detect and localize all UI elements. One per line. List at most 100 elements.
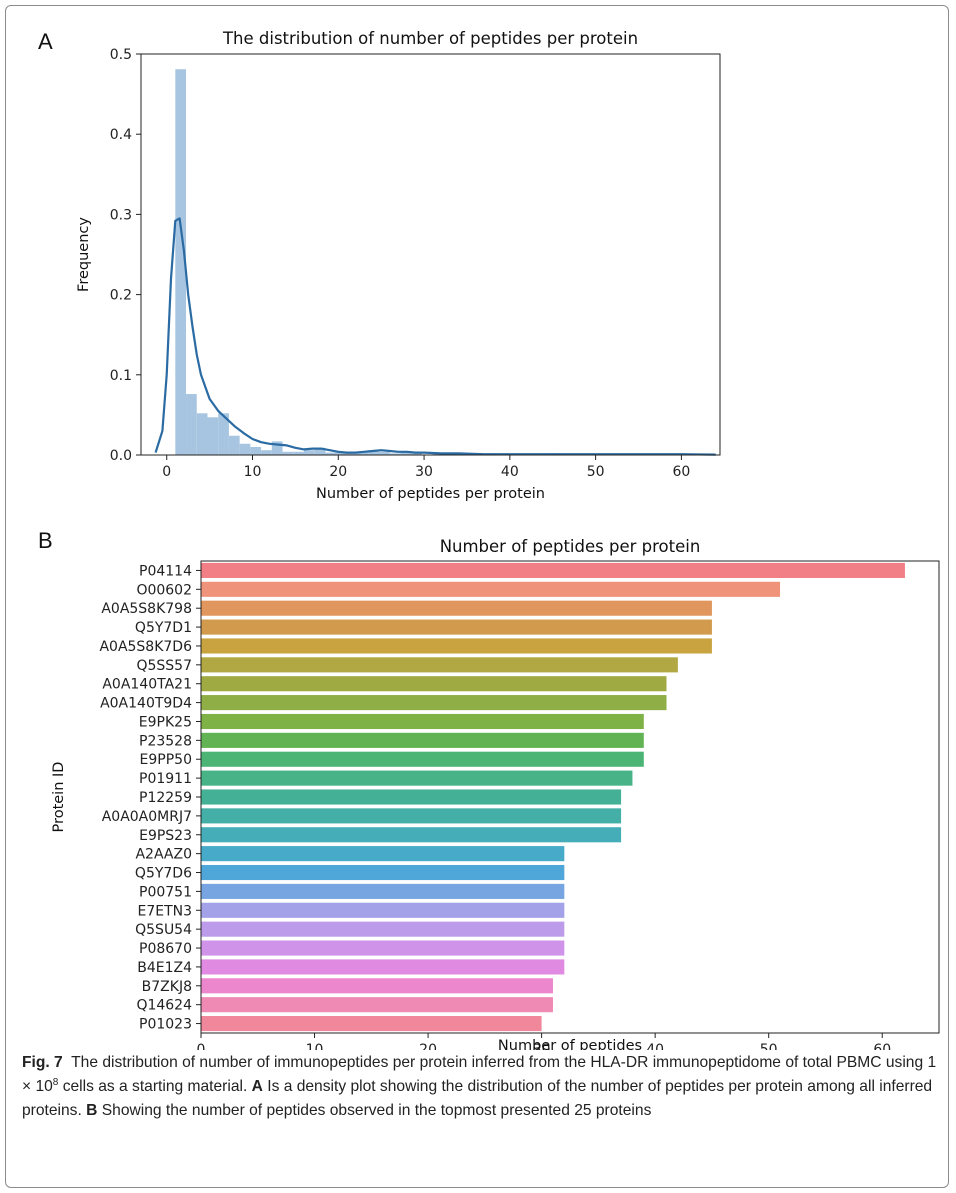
histogram-bar-13 <box>314 447 326 455</box>
y-tick-label-a-0.5: 0.5 <box>110 47 132 63</box>
chart-b-xlabel: Number of peptides <box>498 1038 642 1050</box>
x-tick-label-b-50: 50 <box>760 1042 778 1050</box>
bar-A0A5S8K7D6 <box>201 638 712 654</box>
bar-A0A140T9D4 <box>201 695 667 711</box>
histogram-bar-3 <box>207 417 219 455</box>
chart-a-xlabel: Number of peptides per protein <box>316 486 545 502</box>
chart-b-title: Number of peptides per protein <box>440 537 701 556</box>
bar-A0A140TA21 <box>201 676 667 692</box>
histogram-bar-20 <box>389 453 401 455</box>
histogram-bar-1 <box>186 394 197 455</box>
bar-P01911 <box>201 770 633 786</box>
histogram-bar-6 <box>239 443 251 455</box>
bar-P08670 <box>201 940 565 956</box>
x-tick-label-b-40: 40 <box>646 1042 664 1050</box>
bar-E9PP50 <box>201 751 644 767</box>
bar-O00602 <box>201 581 781 597</box>
bar-Q5Y7D1 <box>201 619 712 635</box>
category-label-P23528: P23528 <box>139 733 192 749</box>
bar-P04114 <box>201 562 905 578</box>
y-tick-label-a-0.4: 0.4 <box>110 127 132 143</box>
bar-Q5SU54 <box>201 921 565 937</box>
x-tick-label-a-50: 50 <box>587 464 605 480</box>
x-tick-label-a-40: 40 <box>501 464 519 480</box>
category-label-P01911: P01911 <box>139 771 192 787</box>
bar-B7ZKJ8 <box>201 978 553 994</box>
category-label-P12259: P12259 <box>139 790 192 806</box>
caption-text-main-end: cells as a starting material. <box>58 1078 248 1095</box>
histogram-bar-8 <box>261 450 272 455</box>
density-line <box>154 217 716 456</box>
histogram-bar-21 <box>400 450 412 455</box>
category-label-B7ZKJ8: B7ZKJ8 <box>142 979 192 995</box>
x-tick-label-b-10: 10 <box>306 1042 324 1050</box>
x-tick-label-b-30: 30 <box>533 1042 551 1050</box>
caption-label-a: A <box>251 1078 263 1095</box>
x-tick-label-b-60: 60 <box>873 1042 891 1050</box>
bar-A2AAZ0 <box>201 846 565 862</box>
histogram-bar-16 <box>346 453 358 455</box>
histogram-bar-17 <box>357 451 369 455</box>
category-label-A0A5S8K7D6: A0A5S8K7D6 <box>99 639 192 655</box>
bar-A0A5S8K798 <box>201 600 712 616</box>
caption-fig-label: Fig. 7 <box>22 1054 63 1071</box>
panel-label-a: A <box>38 29 53 54</box>
y-tick-label-a-0: 0.0 <box>110 448 132 464</box>
category-label-P04114: P04114 <box>139 563 192 579</box>
y-tick-label-a-0.1: 0.1 <box>110 368 132 384</box>
category-label-A0A140TA21: A0A140TA21 <box>102 677 192 693</box>
panel-label-b: B <box>38 528 53 553</box>
caption-superscript: 8 <box>52 1076 59 1088</box>
bar-E9PK25 <box>201 713 644 730</box>
caption-label-b: B <box>86 1102 98 1119</box>
category-label-E9PP50: E9PP50 <box>140 752 192 768</box>
category-label-Q5Y7D6: Q5Y7D6 <box>135 866 192 882</box>
caption-text-main: The distribution of number of immunopept… <box>22 1054 937 1095</box>
bar-Q5SS57 <box>201 657 678 673</box>
chart-b-ylabel: Protein ID <box>51 762 67 833</box>
plot-b-frame <box>200 560 940 1034</box>
bar-Q14624 <box>201 997 553 1013</box>
category-label-O00602: O00602 <box>136 582 192 598</box>
x-tick-label-a-60: 60 <box>672 464 690 480</box>
x-tick-label-a-10: 10 <box>244 464 262 480</box>
bar-chart: P04114 O00602 A0A5S8K798 Q5Y7D1 A0A5S8K7D6 Q5… <box>51 537 940 1050</box>
histogram-bar-14 <box>325 452 337 455</box>
category-label-P01023: P01023 <box>139 1017 192 1033</box>
histogram-bar-10 <box>282 451 294 455</box>
histogram-bar-19 <box>379 451 390 455</box>
bar-P01023 <box>201 1016 542 1032</box>
density-histogram-chart: 0 10 20 30 40 50 60 0.0 0.1 0.2 0.3 0.4 0.5 The distr… <box>76 29 721 502</box>
x-tick-label-b-20: 20 <box>419 1042 437 1050</box>
bar-Q5Y7D6 <box>201 864 565 881</box>
caption-text-b: Showing the number of peptides observed … <box>101 1102 652 1119</box>
histogram-bar-9 <box>271 441 283 455</box>
category-label-E9PS23: E9PS23 <box>139 828 192 844</box>
histogram-bar-7 <box>250 446 262 455</box>
histogram-bar-11 <box>293 451 304 455</box>
caption-text-a: Is a density plot showing the distributi… <box>22 1078 933 1119</box>
category-label-B4E1Z4: B4E1Z4 <box>137 960 192 976</box>
x-tick-label-a-20: 20 <box>329 464 347 480</box>
category-label-Q5SU54: Q5SU54 <box>135 922 192 938</box>
category-label-P00751: P00751 <box>139 884 192 900</box>
bar-E9PS23 <box>201 827 622 843</box>
category-label-Q5Y7D1: Q5Y7D1 <box>135 620 192 636</box>
figure-caption: Fig. 7 The distribution of number of imm… <box>22 1051 937 1123</box>
figure-frame <box>5 5 949 1188</box>
category-label-A0A0A0MRJ7: A0A0A0MRJ7 <box>102 809 192 825</box>
chart-a-ylabel: Frequency <box>76 217 92 292</box>
plot-a-frame <box>140 53 721 456</box>
histogram-bar-22 <box>411 453 422 455</box>
bar-P00751 <box>201 883 565 899</box>
histogram-bar-4 <box>218 413 229 455</box>
histogram-bar-5 <box>228 435 240 455</box>
category-label-A2AAZ0: A2AAZ0 <box>135 847 192 863</box>
category-label-Q5SS57: Q5SS57 <box>136 658 192 674</box>
category-label-Q14624: Q14624 <box>136 998 192 1014</box>
histogram-bar-2 <box>196 413 208 455</box>
histogram-bar-15 <box>336 452 347 455</box>
x-tick-label-a-0: 0 <box>162 464 171 480</box>
figure-canvas: A 0 10 20 30 40 50 60 0.0 0.1 0.2 0.3 0.4 0.5 The dis… <box>38 29 940 1050</box>
bar-P12259 <box>201 789 622 805</box>
